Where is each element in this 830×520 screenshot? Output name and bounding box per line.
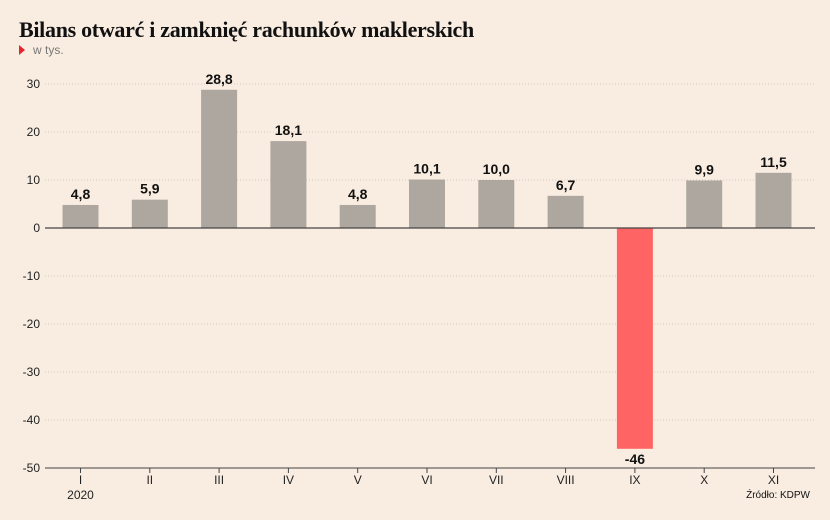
value-label: 4,8 — [71, 186, 91, 202]
value-label: 4,8 — [348, 186, 368, 202]
value-label: 6,7 — [556, 177, 576, 193]
y-tick-label: -50 — [23, 461, 41, 475]
x-tick-label: V — [354, 473, 362, 487]
x-tick-label: I — [79, 473, 82, 487]
value-label: 10,1 — [413, 161, 440, 177]
value-label: 28,8 — [205, 71, 232, 87]
bar-VIII — [547, 195, 584, 228]
source-note: Źródło: KDPW — [746, 490, 810, 501]
chart-title: Bilans otwarć i zamknięć rachunków makle… — [19, 17, 474, 42]
value-label: 11,5 — [760, 154, 787, 170]
subtitle-row: w tys. — [19, 43, 64, 57]
x-tick-label: VII — [489, 473, 504, 487]
bar-IV — [270, 141, 307, 228]
bar-VI — [409, 179, 445, 228]
triangle-marker-icon — [19, 45, 25, 55]
x-tick-label: VIII — [557, 473, 575, 487]
x-tick-label: VI — [421, 473, 432, 487]
bar-XI — [755, 172, 792, 228]
y-tick-label: -20 — [23, 317, 41, 331]
value-labels: 4,8 5,9 28,8 18,1 4,8 10,1 10,0 6,7 -46 9,9 11,5 — [71, 71, 787, 467]
x-tick-label: III — [214, 473, 224, 487]
bar-VII — [478, 180, 515, 228]
y-tick-label: 10 — [27, 173, 41, 187]
bar-III — [201, 89, 238, 228]
bar-X — [686, 180, 723, 228]
y-tick-label: -10 — [23, 269, 41, 283]
x-tick-label: IX — [629, 473, 640, 487]
bar-I — [62, 204, 99, 228]
y-tick-label: -30 — [23, 365, 41, 379]
x-tick-label: II — [146, 473, 153, 487]
value-label: 10,0 — [483, 161, 510, 177]
value-label: -46 — [625, 451, 645, 467]
y-tick-label: -40 — [23, 413, 41, 427]
x-tick-label: IV — [283, 473, 294, 487]
value-label: 5,9 — [140, 181, 160, 197]
bar-II — [131, 199, 168, 228]
subtitle-unit: w tys. — [33, 43, 64, 57]
y-tick-label: 30 — [27, 77, 41, 91]
x-tick-label: X — [700, 473, 708, 487]
y-tick-label: 20 — [27, 125, 41, 139]
grid-lines — [45, 83, 815, 469]
x-tick-label: XI — [768, 473, 779, 487]
y-tick-label: 0 — [33, 221, 40, 235]
bar-V — [339, 204, 376, 228]
x-year-label: 2020 — [67, 488, 94, 502]
bars — [62, 89, 792, 449]
value-label: 9,9 — [694, 161, 714, 177]
value-label: 18,1 — [275, 122, 302, 138]
bar-IX — [616, 228, 653, 449]
